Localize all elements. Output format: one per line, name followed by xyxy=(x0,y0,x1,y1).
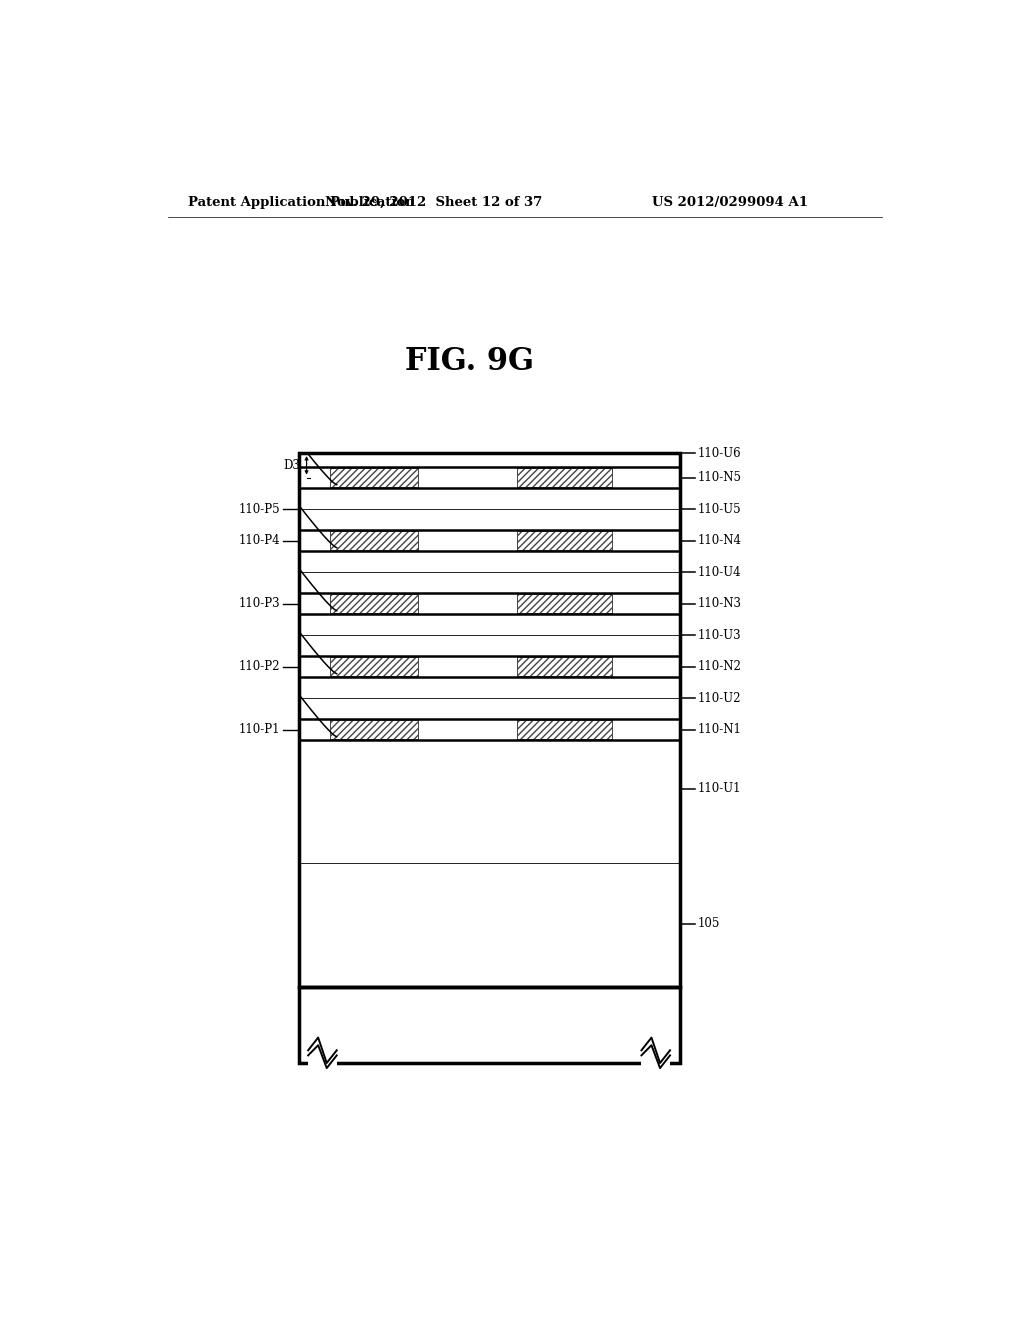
Text: 110-P3: 110-P3 xyxy=(239,597,281,610)
Text: Nov. 29, 2012  Sheet 12 of 37: Nov. 29, 2012 Sheet 12 of 37 xyxy=(325,195,542,209)
Text: 110-U3: 110-U3 xyxy=(697,628,741,642)
Text: 110-N5: 110-N5 xyxy=(697,471,741,484)
Bar xyxy=(299,453,680,987)
Text: D3: D3 xyxy=(284,459,300,471)
Bar xyxy=(641,1032,670,1068)
Bar xyxy=(331,657,418,676)
Text: 110-U1: 110-U1 xyxy=(697,781,741,795)
Text: 105: 105 xyxy=(697,917,720,931)
Text: 110-N1: 110-N1 xyxy=(697,723,741,737)
Bar xyxy=(517,721,612,739)
Text: 110-N4: 110-N4 xyxy=(697,535,741,546)
Text: Patent Application Publication: Patent Application Publication xyxy=(187,195,415,209)
Bar xyxy=(517,532,612,549)
Text: US 2012/0299094 A1: US 2012/0299094 A1 xyxy=(652,195,808,209)
Bar xyxy=(331,594,418,612)
Text: 110-U2: 110-U2 xyxy=(697,692,741,705)
Bar xyxy=(517,469,612,487)
Bar xyxy=(299,453,680,987)
Text: 110-P4: 110-P4 xyxy=(239,535,281,546)
Text: 110-U5: 110-U5 xyxy=(697,503,741,516)
Bar xyxy=(299,987,680,1063)
Bar xyxy=(331,721,418,739)
Bar xyxy=(517,657,612,676)
Bar xyxy=(331,532,418,549)
Bar xyxy=(331,469,418,487)
Text: 110-U6: 110-U6 xyxy=(697,446,741,459)
Text: FIG. 9G: FIG. 9G xyxy=(404,346,534,378)
Text: 110-P1: 110-P1 xyxy=(239,723,281,737)
Text: 110-P2: 110-P2 xyxy=(239,660,281,673)
Text: 110-U4: 110-U4 xyxy=(697,565,741,578)
Text: 110-N2: 110-N2 xyxy=(697,660,741,673)
Text: 110-P5: 110-P5 xyxy=(239,503,281,516)
Bar xyxy=(517,594,612,612)
Bar xyxy=(308,1032,337,1068)
Bar xyxy=(299,987,680,1063)
Text: 110-N3: 110-N3 xyxy=(697,597,741,610)
